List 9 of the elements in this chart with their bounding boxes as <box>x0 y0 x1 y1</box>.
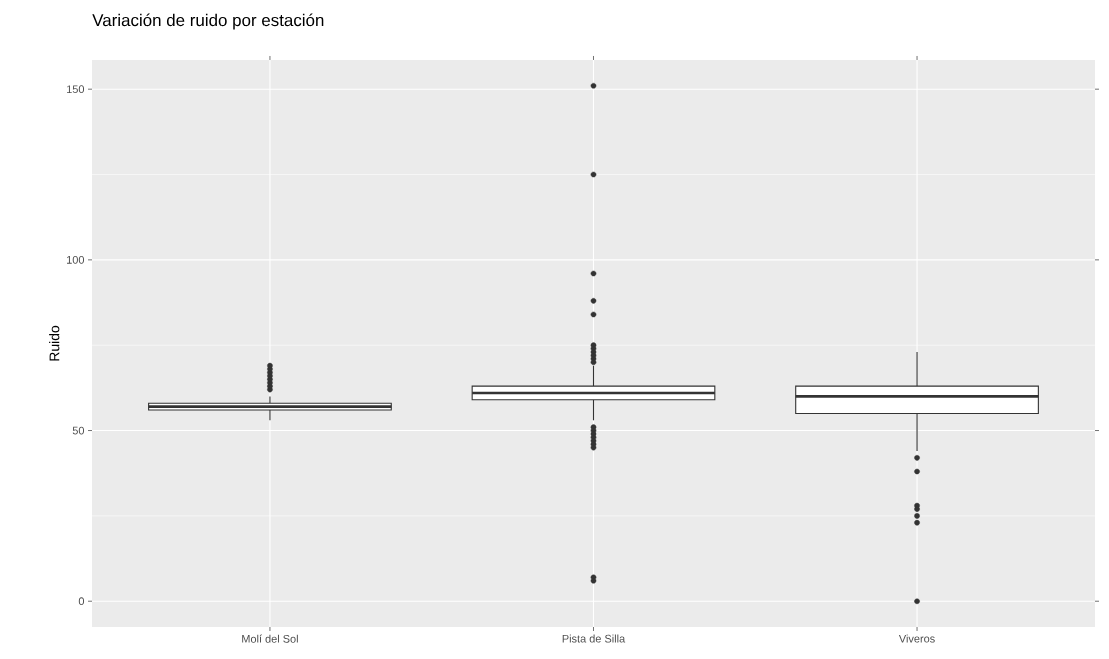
x-tick-label: Viveros <box>898 634 935 643</box>
y-tick-label: 0 <box>78 597 85 606</box>
chart-title: Variación de ruido por estación <box>92 13 324 30</box>
y-tick-label: 150 <box>67 85 85 94</box>
x-tick-label: Pista de Silla <box>562 634 626 643</box>
y-tick-label: 100 <box>67 255 85 264</box>
y-tick-label: 50 <box>72 426 85 435</box>
x-tick-label: Molí del Sol <box>242 634 298 643</box>
y-axis-title: Ruido <box>49 325 60 361</box>
